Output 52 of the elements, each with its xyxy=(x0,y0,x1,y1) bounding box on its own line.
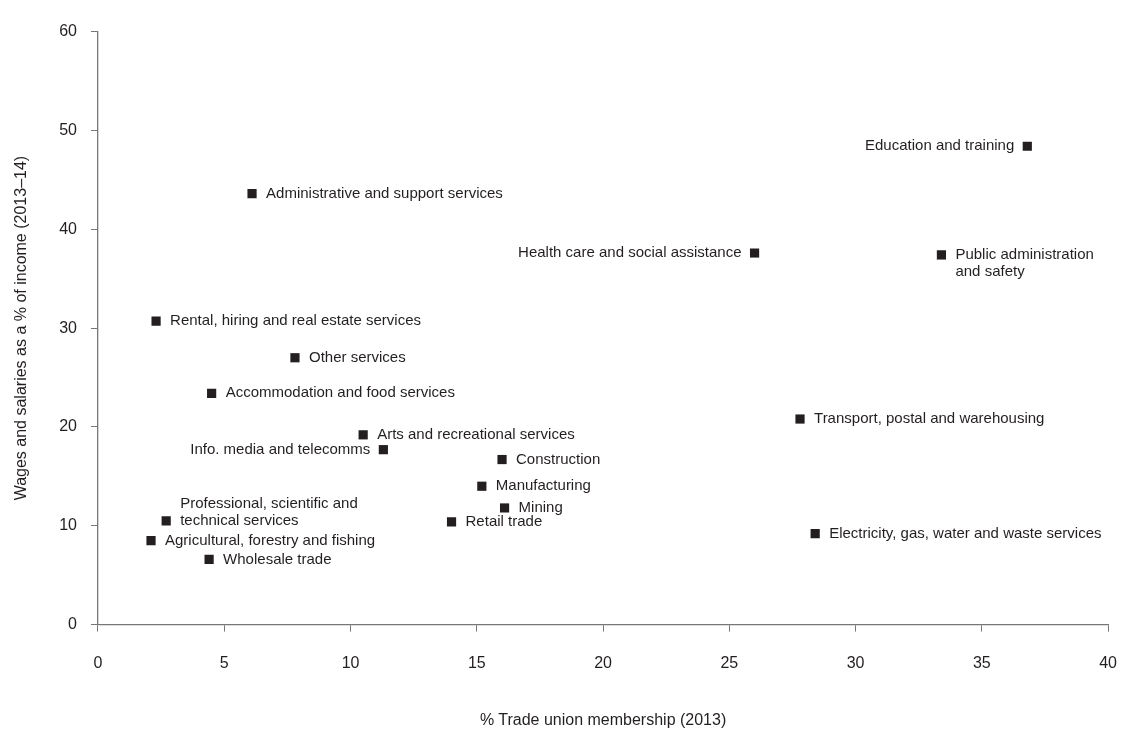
point xyxy=(290,353,300,363)
y-tick-label: 60 xyxy=(59,22,78,40)
y-axis-title: Wages and salaries as a % of income (2013–14) xyxy=(12,155,30,501)
x-tick-label: 15 xyxy=(467,653,486,671)
point xyxy=(795,414,805,424)
annotation: Agricultural, forestry and fishing xyxy=(165,530,376,548)
point xyxy=(161,516,171,526)
annotation: Professional, scientific and technical services xyxy=(180,493,358,528)
point xyxy=(1022,141,1032,151)
annotation: Administrative and support services xyxy=(266,183,503,201)
y-tick-label: 0 xyxy=(68,615,78,633)
point xyxy=(207,388,217,398)
y-tick-label: 40 xyxy=(59,219,78,237)
x-tick-label: 30 xyxy=(846,653,865,671)
annotation: Wholesale trade xyxy=(223,549,332,567)
x-tick-label: 0 xyxy=(93,653,103,671)
annotation: Construction xyxy=(516,449,601,467)
x-tick-label: 20 xyxy=(594,653,613,671)
point xyxy=(477,481,487,491)
point xyxy=(446,517,457,527)
point xyxy=(936,250,947,260)
x-tick-label: 35 xyxy=(972,653,991,671)
y-tick-label: 10 xyxy=(59,516,78,534)
point xyxy=(151,316,161,326)
annotation: Transport, postal and warehousing xyxy=(814,409,1045,427)
point xyxy=(247,189,257,199)
point xyxy=(499,503,510,513)
y-tick-label: 50 xyxy=(59,120,78,138)
annotation: Public administration and safety xyxy=(955,245,1094,280)
point xyxy=(146,536,156,546)
point xyxy=(358,430,368,440)
point xyxy=(497,454,507,465)
annotation: Arts and recreational services xyxy=(377,424,575,442)
point xyxy=(378,445,388,455)
x-tick-label: 25 xyxy=(720,653,739,671)
y-tick-label: 20 xyxy=(59,417,78,435)
y-tick-label: 30 xyxy=(59,318,78,336)
x-tick-label: 5 xyxy=(219,653,229,671)
annotation: Manufacturing xyxy=(495,476,591,494)
x-axis-title: % Trade union membership (2013) xyxy=(479,710,727,728)
annotation: Accommodation and food services xyxy=(225,383,455,401)
annotation: Rental, hiring and real estate services xyxy=(170,311,422,329)
x-tick-label: 40 xyxy=(1099,653,1118,671)
x-tick-label: 10 xyxy=(341,653,360,671)
point xyxy=(749,248,760,258)
annotation: Education and training xyxy=(865,136,1015,154)
point xyxy=(810,529,820,539)
annotation: Electricity, gas, water and waste services xyxy=(829,523,1102,541)
point xyxy=(204,554,214,564)
annotation: Health care and social assistance xyxy=(518,243,742,261)
annotation: Other services xyxy=(308,347,406,365)
annotation: Info. media and telecomms xyxy=(190,439,371,457)
